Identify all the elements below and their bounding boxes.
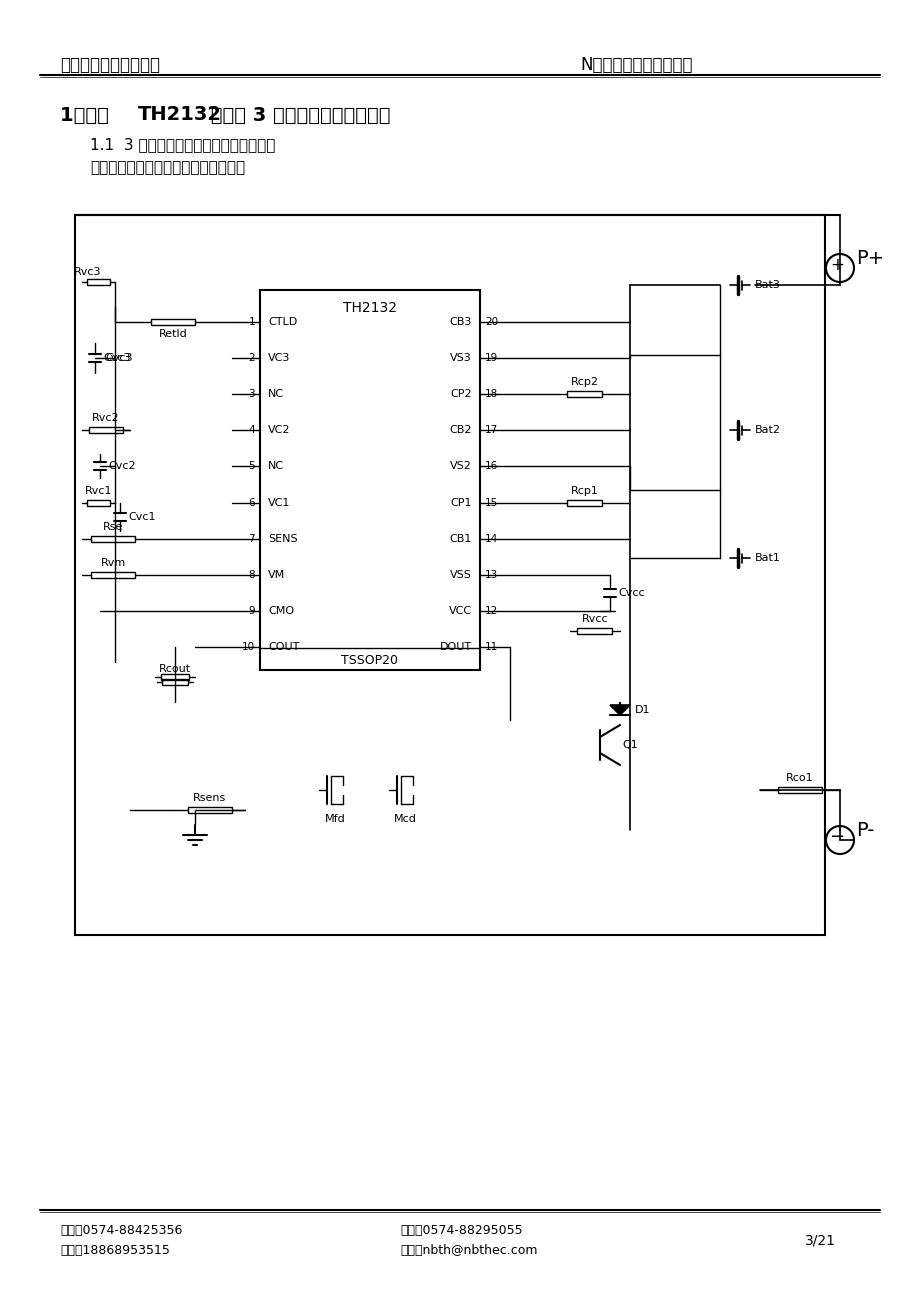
Text: 1.1  3 节串联锂电池保护方案（基础型）: 1.1 3 节串联锂电池保护方案（基础型）: [90, 138, 275, 152]
Text: VM: VM: [267, 570, 285, 579]
Text: 1、使用: 1、使用: [60, 105, 116, 125]
Text: 14: 14: [484, 534, 498, 544]
Text: Cvc3: Cvc3: [105, 353, 132, 363]
Text: Bat1: Bat1: [754, 553, 780, 562]
Text: +: +: [829, 256, 843, 273]
Text: Rvc1: Rvc1: [85, 486, 112, 496]
Text: 邮箱：nbth@nbthec.com: 邮箱：nbth@nbthec.com: [400, 1243, 537, 1256]
Text: TH2132: TH2132: [138, 105, 221, 125]
Text: 1: 1: [248, 316, 255, 327]
Text: 7: 7: [248, 534, 255, 544]
Bar: [577, 628, 612, 634]
Text: CB1: CB1: [449, 534, 471, 544]
Bar: [260, 290, 480, 671]
Text: VSS: VSS: [449, 570, 471, 579]
Text: Rse: Rse: [103, 522, 123, 531]
Text: 6: 6: [248, 497, 255, 508]
Text: 4: 4: [248, 426, 255, 435]
Bar: [87, 279, 110, 285]
Text: VS2: VS2: [449, 461, 471, 471]
Text: 10: 10: [242, 642, 255, 652]
Text: Rvcc: Rvcc: [581, 613, 607, 624]
Bar: [161, 674, 188, 680]
Text: VS3: VS3: [449, 353, 471, 363]
Text: CB2: CB2: [449, 426, 471, 435]
Text: COUT: COUT: [267, 642, 299, 652]
Text: Rcp2: Rcp2: [571, 378, 598, 387]
Text: Bat2: Bat2: [754, 424, 780, 435]
Text: 传真：0574-88295055: 传真：0574-88295055: [400, 1224, 522, 1237]
Bar: [567, 391, 602, 397]
Text: Mfd: Mfd: [324, 814, 345, 824]
Text: Cvc2: Cvc2: [108, 461, 135, 471]
Text: Cvcc: Cvcc: [618, 587, 644, 598]
Text: VC1: VC1: [267, 497, 290, 508]
Text: 17: 17: [484, 426, 498, 435]
Text: CTLD: CTLD: [267, 316, 297, 327]
Text: 手机：18868953515: 手机：18868953515: [60, 1243, 170, 1256]
Text: DOUT: DOUT: [439, 642, 471, 652]
Text: （充电负极与放电负极共用一个端口）: （充电负极与放电负极共用一个端口）: [90, 160, 244, 176]
Text: 19: 19: [484, 353, 498, 363]
Text: Rvc3: Rvc3: [74, 267, 102, 277]
Text: Mcd: Mcd: [393, 814, 416, 824]
Bar: [89, 427, 122, 434]
Text: 系列的 3 节串联锂电池保护方案: 系列的 3 节串联锂电池保护方案: [204, 105, 390, 125]
Text: Rsens: Rsens: [193, 793, 226, 803]
Text: CMO: CMO: [267, 605, 294, 616]
Text: 15: 15: [484, 497, 498, 508]
Text: VC3: VC3: [267, 353, 290, 363]
Text: Rco1: Rco1: [786, 773, 813, 783]
Text: 3/21: 3/21: [803, 1233, 834, 1247]
Text: N节锂电池保护应用手册: N节锂电池保护应用手册: [579, 56, 692, 74]
Bar: [777, 786, 821, 793]
Text: Rvc2: Rvc2: [92, 413, 119, 423]
Text: 11: 11: [484, 642, 498, 652]
Bar: [567, 500, 602, 505]
Text: Rcp1: Rcp1: [571, 486, 598, 496]
Polygon shape: [609, 704, 630, 715]
Text: 宁波天宏电子有限公司: 宁波天宏电子有限公司: [60, 56, 160, 74]
Text: D1: D1: [634, 704, 650, 715]
Text: P+: P+: [855, 249, 883, 267]
Text: 8: 8: [248, 570, 255, 579]
Text: SENS: SENS: [267, 534, 298, 544]
Text: Bat3: Bat3: [754, 280, 780, 290]
Bar: [91, 535, 135, 542]
Text: 3: 3: [248, 389, 255, 400]
Text: Rcout: Rcout: [159, 664, 191, 674]
Bar: [163, 680, 187, 685]
Bar: [87, 500, 110, 505]
Text: 13: 13: [484, 570, 498, 579]
Text: 电话：0574-88425356: 电话：0574-88425356: [60, 1224, 182, 1237]
Text: Rvm: Rvm: [101, 557, 126, 568]
Bar: [152, 319, 196, 326]
Text: CB3: CB3: [449, 316, 471, 327]
Text: Cvc1: Cvc1: [128, 512, 155, 522]
Text: NC: NC: [267, 389, 284, 400]
Text: VCC: VCC: [448, 605, 471, 616]
Text: NC: NC: [267, 461, 284, 471]
Bar: [187, 807, 232, 812]
Text: P-: P-: [855, 820, 873, 840]
Text: VC2: VC2: [267, 426, 290, 435]
Bar: [91, 572, 135, 578]
Text: −: −: [829, 828, 844, 846]
Text: 18: 18: [484, 389, 498, 400]
Text: Cvc3: Cvc3: [103, 353, 130, 363]
Text: 16: 16: [484, 461, 498, 471]
Text: 20: 20: [484, 316, 497, 327]
Text: 9: 9: [248, 605, 255, 616]
Text: CP1: CP1: [450, 497, 471, 508]
Text: Q1: Q1: [621, 740, 637, 750]
Text: TSSOP20: TSSOP20: [341, 654, 398, 667]
Text: CP2: CP2: [450, 389, 471, 400]
Text: 12: 12: [484, 605, 498, 616]
Text: Retld: Retld: [159, 329, 187, 339]
Text: 2: 2: [248, 353, 255, 363]
Bar: [75, 215, 824, 935]
Text: 5: 5: [248, 461, 255, 471]
Text: TH2132: TH2132: [343, 301, 397, 315]
